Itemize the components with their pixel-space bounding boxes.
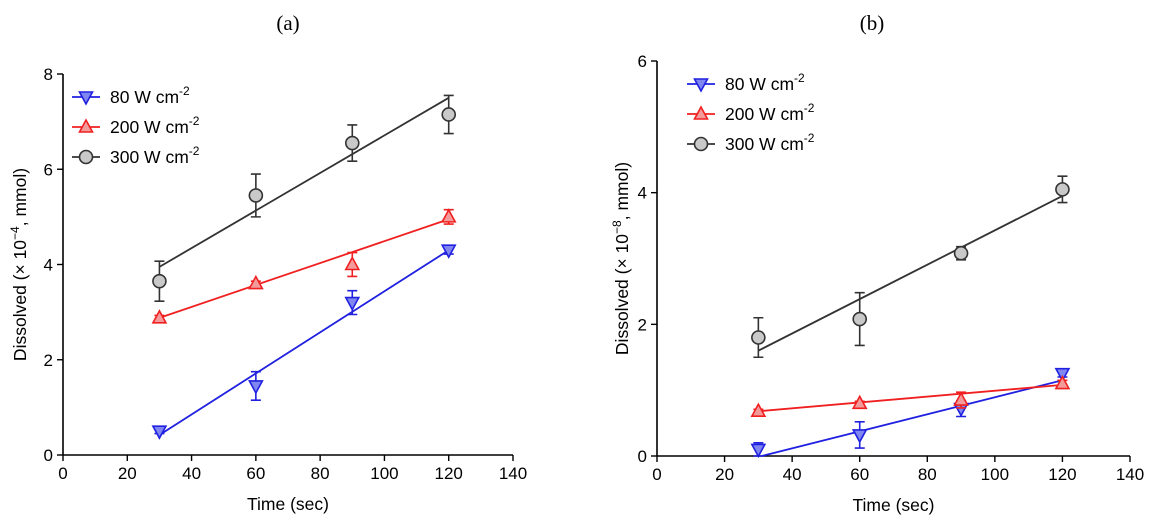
pa-y-tick-label: 2 [44,351,53,370]
pa-legend-label: 200 W cm-2 [110,114,200,137]
pb-legend-label: 80 W cm-2 [725,71,805,94]
pa-title: (a) [276,11,299,35]
pb-s300-point [751,330,766,345]
panel-a: (a) 0 20 40 60 80 100 120 140 0 2 4 6 8 Time (sec) Diss… [8,11,527,514]
pa-x-tick-label: 80 [311,464,330,483]
pa-s80-fit-line [158,249,450,436]
pa-legend-marker [78,149,94,165]
pa-s200-point [344,255,361,271]
pb-legend-label: 300 W cm-2 [725,131,815,154]
pb-x-tick-label: 100 [981,465,1009,484]
pb-y-axis-label: Dissolved (× 10−8, mmol) [610,162,632,355]
pa-s80-point [344,296,361,312]
pa-y-tick-label: 4 [44,256,53,275]
pa-x-tick-label: 40 [182,464,201,483]
pa-s200-fit-line [159,218,450,319]
pb-x-tick-label: 80 [918,465,937,484]
pa-s200-point [440,208,457,223]
pb-legend-marker [693,78,709,93]
pb-s200-fit-line [758,384,1063,413]
pa-legend-marker [78,118,94,133]
pb-x-tick-label: 60 [850,465,869,484]
pa-s300-fit-line [158,97,450,268]
pb-s200-point [851,394,868,410]
pb-legend-marker [693,105,709,120]
pb-y-tick-label: 6 [638,52,647,71]
pb-title: (b) [860,11,885,35]
pa-s300-point [344,135,360,151]
pa-s300-point [441,107,457,122]
pb-x-tick-label: 0 [652,465,661,484]
pa-x-tick-label: 0 [58,464,67,483]
pa-x-tick-label: 140 [499,464,527,483]
pb-x-tick-label: 120 [1048,465,1076,484]
pb-x-tick-label: 20 [715,465,734,484]
pa-y-tick-label: 6 [44,160,53,179]
pa-s80-point [151,425,168,440]
pa-x-tick-label: 120 [435,464,463,483]
pa-s200-point [248,274,264,290]
pa-s200-point [151,309,168,324]
pb-s300-fit-line [757,195,1063,352]
pa-legend: 80 W cm-2 200 W cm-2 300 W cm-2 [72,84,200,167]
pa-y-tick-label: 8 [44,65,53,84]
pa-legend-label: 300 W cm-2 [110,144,200,167]
pb-s300-point [953,245,969,261]
pa-s80-point [248,380,264,395]
pb-legend-label: 200 W cm-2 [725,101,815,124]
pa-s80-point [440,244,457,259]
pb-s200-point [953,391,969,406]
pa-s300-point [152,273,167,289]
pa-x-axis-label: Time (sec) [247,494,329,514]
pb-y-tick-label: 2 [638,315,647,334]
pb-s80-point [851,429,868,444]
pb-s300-point [1055,182,1070,197]
pb-legend-marker [693,136,709,152]
pb-x-axis-label: Time (sec) [853,495,935,515]
pb-x-tick-label: 140 [1116,465,1144,484]
pb-y-tick-label: 0 [638,447,647,466]
pb-s80-point [750,443,767,459]
pa-legend-label: 80 W cm-2 [110,84,190,107]
pb-legend: 80 W cm-2 200 W cm-2 300 W cm-2 [687,71,815,154]
pb-s200-point [750,402,767,418]
pa-x-tick-label: 20 [118,464,137,483]
pa-x-tick-label: 60 [246,464,265,483]
pb-s80-fit-line [761,379,1063,457]
pb-s80-point [1054,367,1071,383]
pa-y-axis-label: Dissolved (× 10−4, mmol) [8,168,30,361]
pb-y-tick-label: 4 [638,184,647,203]
pb-s200-point [1054,374,1071,390]
pa-y-tick-label: 0 [44,446,53,465]
pb-x-tick-label: 40 [783,465,802,484]
panel-b: (b) 0 20 40 60 80 100 120 140 0 2 4 6 Time (sec) Disso… [610,11,1144,515]
pa-s300-point [248,188,264,203]
pb-s300-point [852,311,868,327]
pa-legend-marker [78,91,94,106]
pa-x-tick-label: 100 [370,464,398,483]
